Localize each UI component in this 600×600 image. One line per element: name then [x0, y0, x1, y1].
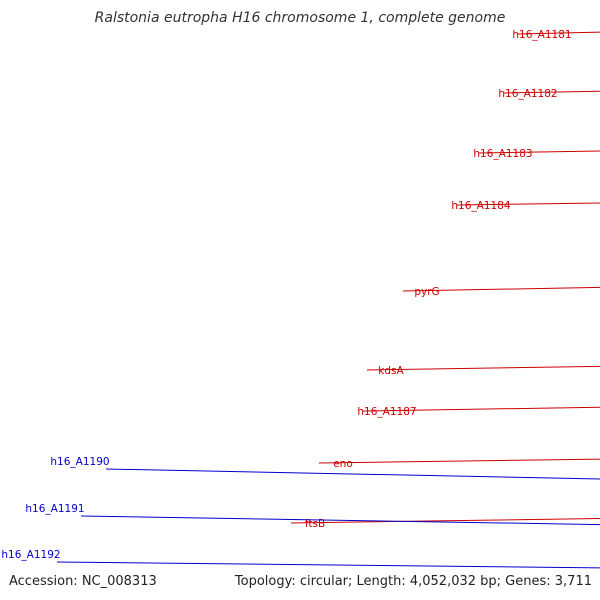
reverse-gene: h16_A1192: [1, 549, 600, 569]
forward-gene-label: h16_A1184: [451, 200, 510, 212]
forward-gene: h16_A1187: [357, 406, 600, 418]
forward-gene-label: h16_A1183: [473, 148, 532, 160]
forward-gene-label: eno: [333, 458, 353, 470]
forward-gene: kdsA: [366, 365, 600, 377]
forward-gene: h16_A1183: [473, 148, 600, 160]
label-leader-line: [56, 561, 600, 569]
forward-gene-label: h16_A1187: [357, 406, 416, 418]
forward-gene: h16_A1182: [498, 88, 600, 100]
forward-gene: eno: [318, 458, 600, 470]
reverse-gene-label: h16_A1192: [1, 549, 60, 561]
forward-gene: ftsB: [290, 517, 600, 530]
label-leader-line: [290, 517, 600, 524]
forward-gene-label: h16_A1182: [498, 88, 557, 100]
forward-gene-label: pyrG: [414, 286, 439, 298]
forward-gene-label: kdsA: [378, 365, 404, 377]
page-title: Ralstonia eutropha H16 chromosome 1, com…: [0, 9, 600, 27]
label-leader-line: [80, 515, 600, 526]
label-leader-line: [105, 468, 600, 480]
forward-gene: h16_A1184: [451, 200, 600, 212]
reverse-gene: h16_A1190: [50, 456, 600, 480]
reverse-gene: h16_A1191: [25, 503, 600, 526]
forward-gene: h16_A1181: [512, 11, 600, 41]
forward-gene-label: ftsB: [305, 518, 325, 530]
reverse-strand-features: h16_A1190 h16_A1191 h16_A1192: [1, 456, 600, 569]
label-leader-line: [318, 458, 600, 464]
forward-strand-features: h16_A1181 h16_A1182 h16_A1183 h16_A1184 pyrG…: [291, 11, 600, 530]
topology-text: Topology: circular; Length: 4,052,032 bp…: [234, 573, 592, 591]
accession-text: Accession: NC_008313: [9, 573, 157, 591]
reverse-gene-label: h16_A1191: [25, 503, 84, 515]
reverse-gene-label: h16_A1190: [50, 456, 109, 468]
forward-gene: pyrG: [402, 286, 600, 298]
forward-gene-label: h16_A1181: [512, 29, 571, 41]
